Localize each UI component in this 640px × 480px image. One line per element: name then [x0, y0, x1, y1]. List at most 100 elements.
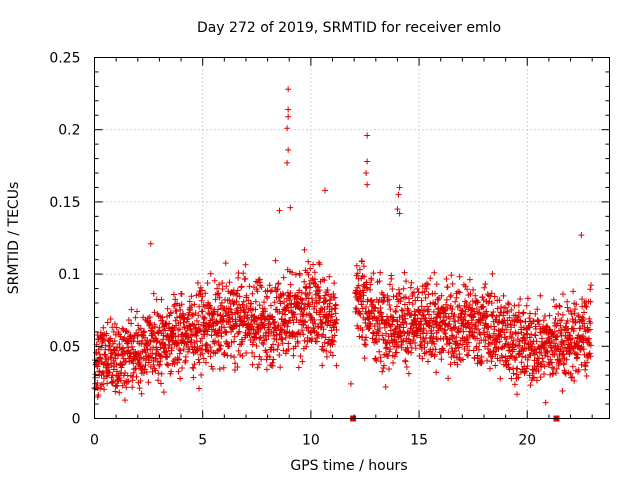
data-point	[134, 350, 141, 357]
data-point	[190, 374, 197, 381]
data-point	[510, 370, 517, 377]
data-point	[465, 352, 472, 359]
data-point	[212, 337, 219, 344]
data-point	[319, 276, 326, 283]
data-point	[134, 308, 141, 315]
data-point	[209, 366, 216, 373]
data-point	[547, 356, 554, 363]
data-point	[264, 295, 271, 302]
data-point	[289, 269, 296, 276]
data-point	[464, 343, 471, 350]
data-point	[518, 324, 525, 331]
data-point	[201, 314, 208, 321]
data-point	[311, 303, 318, 310]
data-point	[434, 336, 441, 343]
data-point	[419, 289, 426, 296]
data-point	[494, 335, 500, 342]
data-point	[497, 375, 504, 382]
data-point	[437, 335, 444, 342]
data-point	[354, 322, 361, 329]
data-point	[446, 315, 453, 322]
data-point	[436, 349, 443, 356]
data-point	[284, 159, 291, 166]
data-point	[581, 320, 588, 327]
data-point	[575, 366, 582, 373]
data-point	[199, 308, 206, 315]
data-point	[456, 273, 463, 280]
data-point	[217, 345, 224, 352]
data-point	[396, 290, 403, 297]
data-point	[301, 278, 308, 285]
data-point	[135, 322, 142, 329]
data-point	[557, 322, 564, 329]
data-point	[453, 340, 460, 347]
data-point	[447, 361, 454, 368]
data-point	[448, 272, 455, 279]
data-point	[157, 344, 164, 351]
data-point	[230, 301, 237, 308]
data-point	[368, 297, 375, 304]
data-point	[277, 300, 284, 307]
data-point	[359, 258, 366, 265]
data-point	[371, 322, 378, 329]
data-point	[221, 324, 228, 331]
data-point	[527, 382, 534, 389]
data-point	[354, 270, 361, 277]
data-point	[249, 323, 256, 330]
data-point	[392, 339, 399, 346]
data-point	[133, 373, 140, 380]
data-point	[331, 280, 338, 287]
data-point	[246, 283, 253, 290]
data-point	[541, 363, 548, 370]
data-point	[364, 181, 371, 188]
data-point	[330, 324, 337, 331]
data-point	[515, 374, 522, 381]
data-point	[197, 284, 204, 291]
data-point	[132, 365, 139, 372]
data-point	[542, 399, 549, 406]
data-point	[240, 298, 247, 305]
data-point	[285, 86, 292, 93]
data-point	[482, 280, 489, 287]
data-point	[236, 322, 243, 329]
y-tick-label: 0.05	[49, 339, 80, 355]
data-point	[491, 326, 498, 333]
data-point	[248, 300, 255, 307]
data-point	[306, 280, 313, 287]
data-point	[441, 320, 448, 327]
data-point	[363, 284, 370, 291]
data-point	[323, 353, 330, 360]
data-point	[587, 320, 594, 327]
data-point	[465, 319, 472, 326]
data-point	[236, 293, 243, 300]
data-point	[193, 317, 200, 324]
data-point	[382, 345, 389, 352]
data-point	[322, 292, 329, 299]
data-point	[380, 298, 387, 305]
data-point	[427, 300, 434, 307]
data-point	[353, 262, 360, 269]
x-tick-label: 20	[518, 433, 536, 449]
data-point	[559, 311, 566, 318]
data-point	[157, 358, 164, 365]
data-point	[510, 337, 517, 344]
data-point	[239, 301, 246, 308]
data-point	[391, 336, 398, 343]
data-point	[164, 354, 171, 361]
data-point	[225, 305, 232, 312]
data-point	[243, 349, 250, 356]
data-point	[216, 365, 223, 372]
data-point	[188, 327, 195, 334]
data-point	[262, 329, 269, 336]
data-point	[448, 332, 455, 339]
data-point	[186, 298, 193, 305]
data-point	[415, 288, 422, 295]
data-point	[386, 348, 393, 355]
data-point	[386, 301, 393, 308]
data-point	[582, 362, 589, 369]
data-point	[454, 361, 461, 368]
data-point	[443, 301, 450, 308]
x-tick-label: 15	[410, 433, 428, 449]
data-point	[393, 303, 400, 310]
data-point	[162, 327, 169, 334]
